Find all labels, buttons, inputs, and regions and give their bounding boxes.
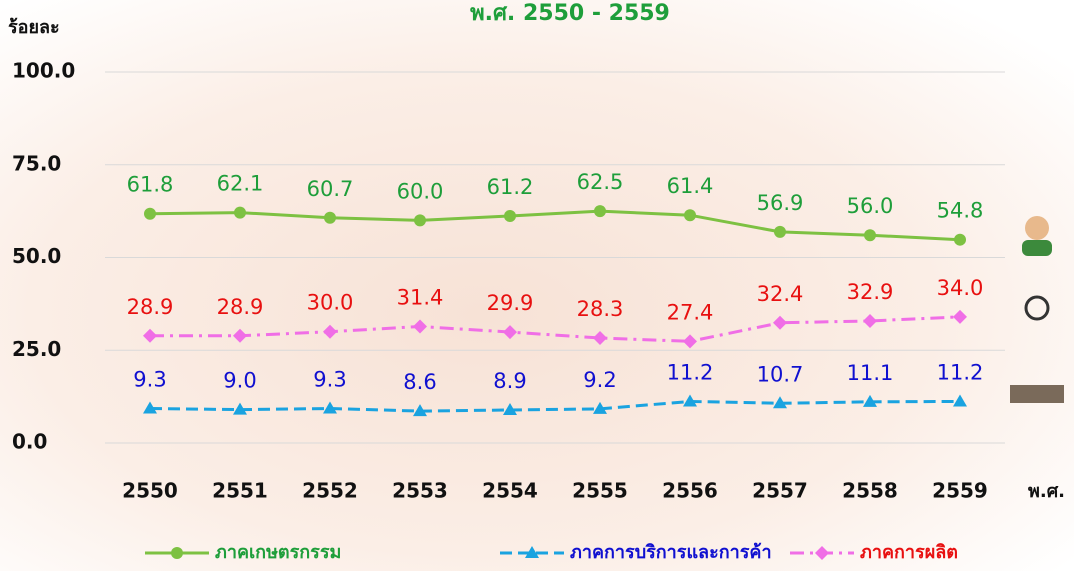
data-label: 60.7 <box>307 177 354 201</box>
data-label: 56.0 <box>847 194 894 218</box>
y-axis-label: ร้อยละ <box>8 17 60 38</box>
x-tick-label: 2553 <box>392 479 448 503</box>
x-tick-label: 2555 <box>572 479 628 503</box>
point <box>773 315 787 330</box>
data-label: 28.9 <box>127 295 174 319</box>
series-line <box>149 399 961 413</box>
x-tick-label: 2557 <box>752 479 808 503</box>
data-label: 8.6 <box>403 370 436 394</box>
data-label: 60.0 <box>397 179 444 203</box>
data-label: 9.3 <box>313 367 346 391</box>
point <box>143 328 157 343</box>
point <box>953 309 967 324</box>
y-tick-label: 25.0 <box>12 337 61 361</box>
point <box>863 394 877 407</box>
legend-label: ภาคการบริการและการค้า <box>570 542 772 563</box>
data-label: 9.0 <box>223 369 256 393</box>
point <box>324 211 336 224</box>
x-axis-label: พ.ศ. <box>1028 481 1065 502</box>
x-tick-label: 2550 <box>122 479 178 503</box>
legend-marker <box>525 546 539 558</box>
data-label: 30.0 <box>307 291 354 315</box>
data-label: 61.8 <box>127 173 174 197</box>
point <box>413 319 427 334</box>
y-tick-label: 75.0 <box>12 151 61 175</box>
point <box>683 334 697 349</box>
point <box>503 325 517 340</box>
point <box>593 401 607 414</box>
data-label: 9.2 <box>583 368 616 392</box>
point <box>144 207 156 220</box>
series-line <box>149 209 961 242</box>
x-tick-label: 2552 <box>302 479 358 503</box>
point <box>953 394 967 407</box>
icons <box>1010 216 1064 403</box>
point <box>684 209 696 222</box>
point <box>234 206 246 219</box>
x-tick-label: 2556 <box>662 479 718 503</box>
legend-label: ภาคการผลิต <box>860 542 958 563</box>
point <box>143 401 157 414</box>
chart-title: พ.ศ. 2550 - 2559 <box>470 1 670 26</box>
point <box>503 402 517 415</box>
data-label: 10.7 <box>757 362 804 386</box>
legend-marker <box>171 547 183 559</box>
point <box>683 394 697 407</box>
y-tick-label: 50.0 <box>12 244 61 268</box>
data-label: 62.1 <box>217 172 264 196</box>
data-label: 28.9 <box>217 295 264 319</box>
point <box>233 328 247 343</box>
point <box>864 229 876 242</box>
point <box>504 209 516 222</box>
point <box>323 401 337 414</box>
data-label: 32.4 <box>757 282 804 306</box>
data-label: 29.9 <box>487 291 534 315</box>
data-label: 11.2 <box>667 360 714 384</box>
point <box>954 233 966 246</box>
point <box>773 396 787 409</box>
data-label: 11.2 <box>937 360 984 384</box>
point <box>594 205 606 218</box>
data-label: 32.9 <box>847 280 894 304</box>
legend-label: ภาคเกษตรกรรม <box>215 542 341 563</box>
data-label: 56.9 <box>757 191 804 215</box>
data-label: 9.3 <box>133 367 166 391</box>
x-tick-label: 2558 <box>842 479 898 503</box>
point <box>774 225 786 238</box>
y-tick-label: 0.0 <box>12 430 47 454</box>
x-tick-label: 2559 <box>932 479 988 503</box>
data-label: 28.3 <box>577 297 624 321</box>
data-label: 34.0 <box>937 276 984 300</box>
point <box>593 331 607 346</box>
x-tick-label: 2554 <box>482 479 538 503</box>
data-label: 11.1 <box>847 361 894 385</box>
data-label: 54.8 <box>937 199 984 223</box>
data-label: 31.4 <box>397 286 444 310</box>
data-label: 61.4 <box>667 174 714 198</box>
data-label: 62.5 <box>577 170 624 194</box>
x-tick-label: 2551 <box>212 479 268 503</box>
point <box>413 404 427 417</box>
data-label: 61.2 <box>487 175 534 199</box>
point <box>233 402 247 415</box>
data-label: 8.9 <box>493 369 526 393</box>
point <box>323 324 337 339</box>
point <box>863 313 877 328</box>
data-label: 27.4 <box>667 300 714 324</box>
legend-marker <box>815 546 829 560</box>
series-line <box>150 315 961 343</box>
y-tick-label: 100.0 <box>12 59 75 83</box>
point <box>414 214 426 227</box>
